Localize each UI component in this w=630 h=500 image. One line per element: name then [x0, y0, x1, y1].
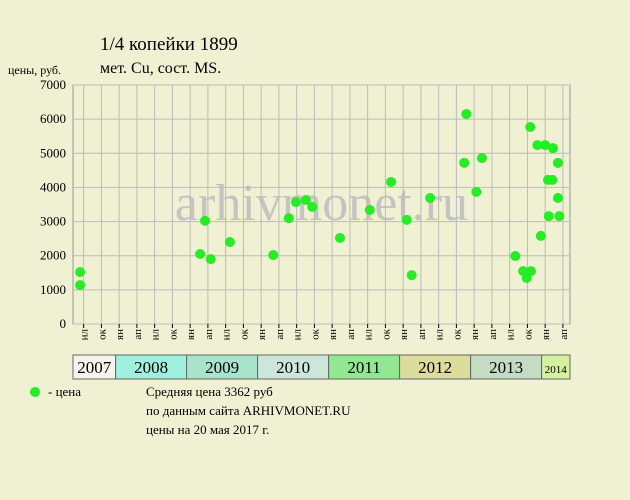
- y-tick-label: 6000: [40, 111, 66, 126]
- point: [525, 266, 536, 277]
- year-band: [186, 354, 259, 380]
- y-tick-label: 1000: [40, 282, 66, 297]
- x-tick-label: ап: [274, 329, 286, 340]
- point: [535, 230, 546, 241]
- point: [224, 237, 235, 248]
- x-tick-label: ап: [132, 329, 144, 340]
- year-label: 2011: [347, 358, 380, 377]
- y-tick-label: 4000: [40, 179, 66, 194]
- x-tick-label: ап: [558, 329, 570, 340]
- x-tick-label: ок: [96, 328, 108, 340]
- x-tick-label: ян: [327, 329, 339, 340]
- point: [532, 140, 543, 151]
- point: [476, 153, 487, 164]
- x-tick-label: ок: [238, 328, 250, 340]
- y-tick-label: 0: [60, 316, 67, 331]
- point: [471, 186, 482, 197]
- chart-subtitle: мет. Cu, сост. MS.: [100, 60, 221, 77]
- point: [525, 121, 536, 132]
- x-tick-label: ян: [114, 329, 126, 340]
- x-tick-label: ок: [380, 328, 392, 340]
- x-tick-label: ап: [203, 329, 215, 340]
- legend-label: - цена: [48, 384, 81, 399]
- year-band: [328, 354, 401, 380]
- year-label: 2014: [545, 364, 568, 376]
- x-tick-label: ил: [150, 329, 162, 341]
- y-tick-label: 7000: [40, 77, 66, 92]
- x-tick-label: ап: [487, 329, 499, 340]
- point: [307, 201, 318, 212]
- point: [425, 193, 436, 204]
- point: [552, 157, 563, 168]
- x-tick-label: ок: [451, 328, 463, 340]
- point: [200, 215, 211, 226]
- point: [386, 176, 397, 187]
- point: [75, 267, 86, 278]
- point: [364, 204, 375, 215]
- note: по данным сайта ARHIVMONET.RU: [146, 403, 351, 418]
- point: [283, 213, 294, 224]
- year-band: [72, 354, 117, 380]
- point: [75, 280, 86, 291]
- x-tick-label: ян: [185, 329, 197, 340]
- point: [195, 249, 206, 260]
- x-tick-label: ок: [167, 328, 179, 340]
- y-tick-label: 3000: [40, 214, 66, 229]
- year-label: 2010: [276, 358, 310, 377]
- chart-title: 1/4 копейки 1899: [100, 34, 238, 55]
- x-tick-label: ил: [221, 329, 233, 341]
- x-tick-label: ян: [540, 329, 552, 340]
- year-band: [257, 354, 330, 380]
- y-axis-label: цены, руб.: [8, 63, 61, 77]
- x-tick-label: ил: [434, 329, 446, 341]
- x-tick-label: ок: [309, 328, 321, 340]
- x-tick-label: ап: [345, 329, 357, 340]
- year-label: 2009: [205, 358, 239, 377]
- note: Средняя цена 3362 руб: [146, 384, 273, 399]
- year-label: 2012: [418, 358, 452, 377]
- x-tick-label: ян: [256, 329, 268, 340]
- year-band: [115, 354, 188, 380]
- plot-area: [72, 84, 571, 325]
- point: [268, 250, 279, 261]
- x-tick-label: ил: [363, 329, 375, 341]
- point: [300, 195, 311, 206]
- y-tick-label: 2000: [40, 248, 66, 263]
- x-tick-label: ян: [398, 329, 410, 340]
- point: [205, 254, 216, 265]
- point: [510, 251, 521, 262]
- year-label: 2008: [134, 358, 168, 377]
- x-tick-label: ок: [522, 328, 534, 340]
- point: [547, 143, 558, 154]
- y-tick-label: 5000: [40, 145, 66, 160]
- year-label: 2013: [489, 358, 523, 377]
- point: [461, 109, 472, 120]
- note: цены на 20 мая 2017 г.: [146, 422, 269, 437]
- legend-marker: [30, 387, 40, 397]
- point: [543, 211, 554, 222]
- x-tick-label: ил: [505, 329, 517, 341]
- year-band: [470, 354, 543, 380]
- x-tick-label: ян: [469, 329, 481, 340]
- year-label: 2007: [77, 358, 112, 377]
- point: [334, 232, 345, 243]
- point: [552, 193, 563, 204]
- point: [547, 174, 558, 185]
- point: [540, 140, 551, 151]
- watermark: arhivmonet.ru: [175, 175, 468, 232]
- point: [406, 270, 417, 281]
- point: [459, 157, 470, 168]
- x-tick-label: ил: [292, 329, 304, 341]
- point: [554, 211, 565, 222]
- year-band: [541, 354, 571, 380]
- point: [401, 214, 412, 225]
- point: [290, 197, 301, 208]
- x-tick-label: ил: [79, 329, 91, 341]
- x-tick-label: ап: [416, 329, 428, 340]
